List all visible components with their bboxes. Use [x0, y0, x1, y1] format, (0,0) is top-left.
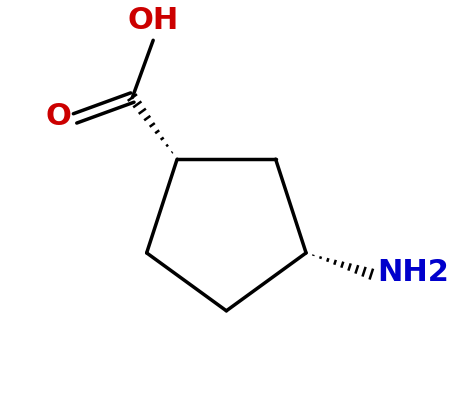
- Text: O: O: [46, 102, 71, 131]
- Text: OH: OH: [127, 6, 179, 34]
- Text: NH2: NH2: [377, 258, 449, 287]
